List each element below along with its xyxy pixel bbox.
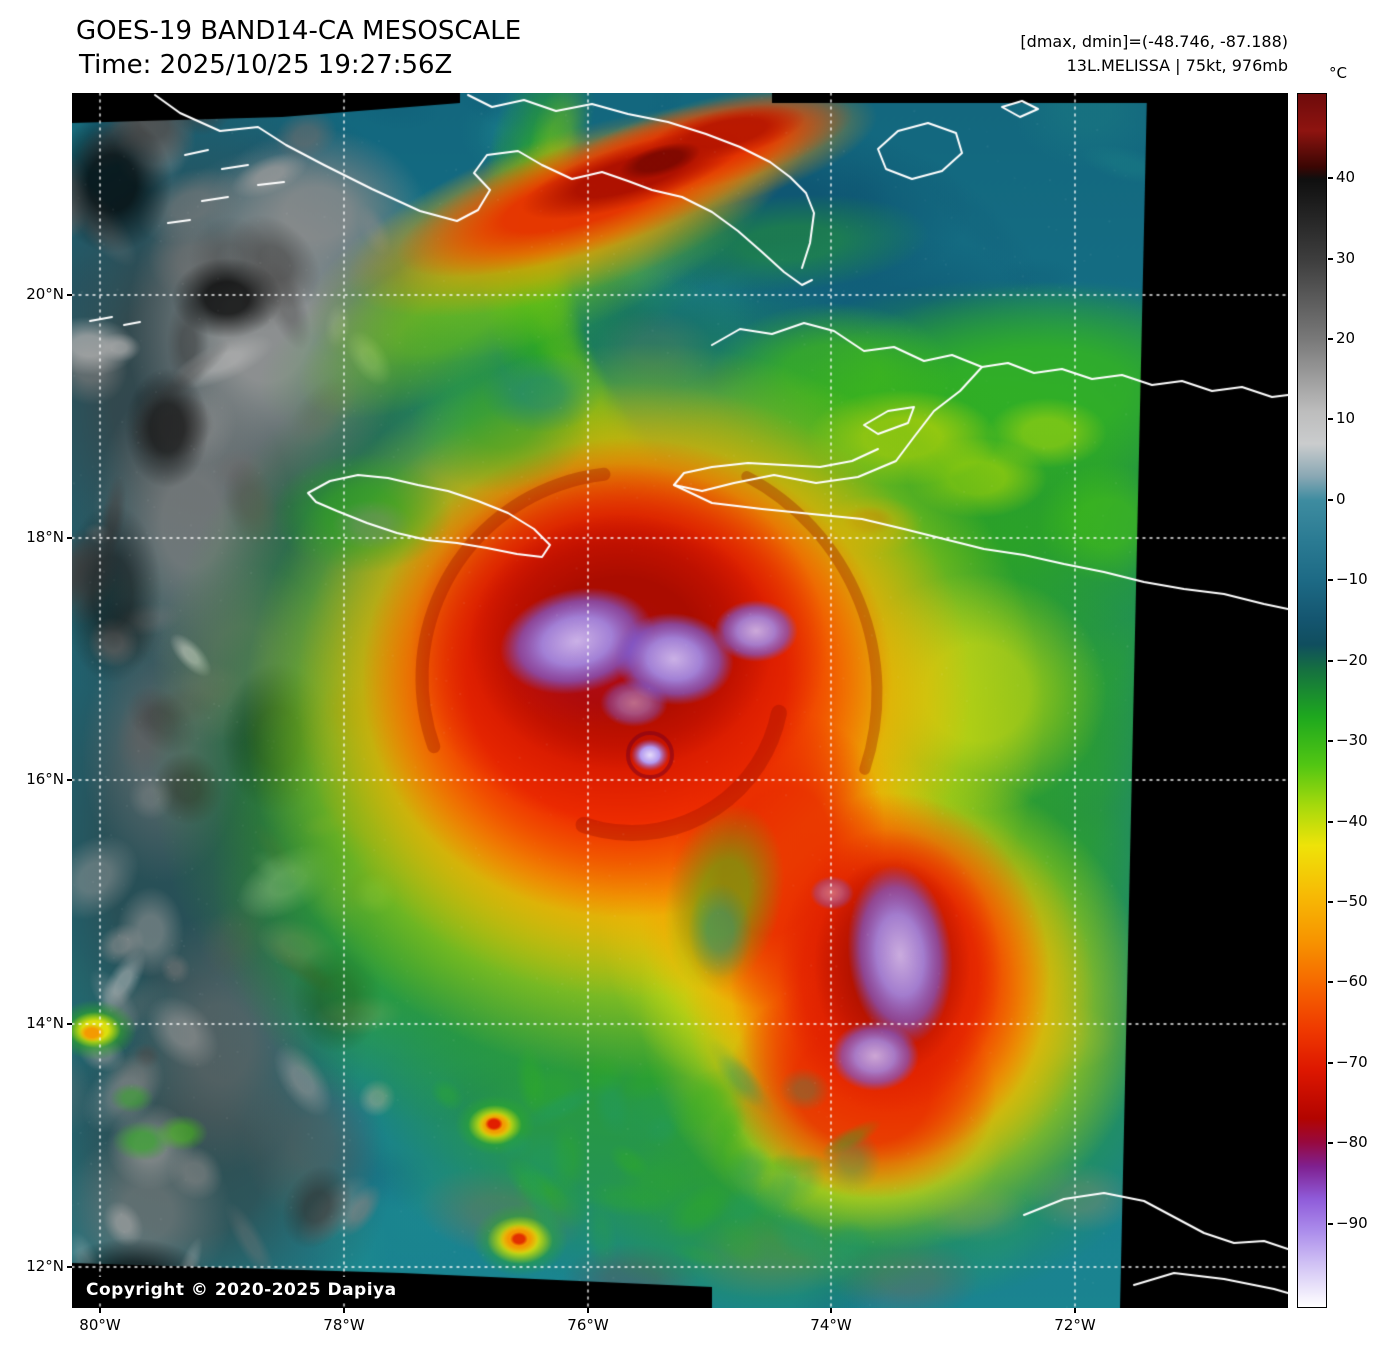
- colorbar-tick-mark: [1328, 498, 1333, 501]
- colorbar-tick-mark: [1328, 338, 1333, 341]
- image-timestamp: Time: 2025/10/25 19:27:56Z: [79, 50, 453, 80]
- map-area: Copyright © 2020-2025 Dapiya: [72, 93, 1288, 1308]
- colorbar-tick-label: −30: [1336, 731, 1368, 750]
- colorbar: [1297, 93, 1327, 1308]
- axis-tick: [830, 1308, 832, 1313]
- storm-info: 13L.MELISSA | 75kt, 976mb: [1066, 56, 1288, 75]
- colorbar-tick-mark: [1328, 1222, 1333, 1225]
- colorbar-tick-mark: [1328, 1142, 1333, 1145]
- lon-label: 76°W: [567, 1316, 609, 1334]
- axis-tick: [67, 537, 72, 539]
- colorbar-tick-label: −20: [1336, 650, 1368, 669]
- lon-label: 72°W: [1054, 1316, 1096, 1334]
- colorbar-tick-label: 0: [1336, 489, 1346, 508]
- lon-label: 74°W: [810, 1316, 852, 1334]
- lon-label: 78°W: [323, 1316, 365, 1334]
- colorbar-tick-mark: [1328, 257, 1333, 260]
- colorbar-tick-mark: [1328, 740, 1333, 743]
- colorbar-tick-mark: [1328, 1061, 1333, 1064]
- colorbar-tick-mark: [1328, 177, 1333, 180]
- image-title: GOES-19 BAND14-CA MESOSCALE: [76, 16, 522, 46]
- axis-tick: [67, 294, 72, 296]
- colorbar-unit-label: °C: [1329, 64, 1347, 82]
- colorbar-tick-mark: [1328, 820, 1333, 823]
- colorbar-tick-mark: [1328, 900, 1333, 903]
- axis-tick: [1074, 1308, 1076, 1313]
- axis-tick: [67, 1023, 72, 1025]
- colorbar-tick-label: −50: [1336, 891, 1368, 910]
- colorbar-tick-label: −40: [1336, 811, 1368, 830]
- axis-tick: [343, 1308, 345, 1313]
- colorbar-tick-mark: [1328, 981, 1333, 984]
- lat-label: 20°N: [26, 285, 64, 303]
- colorbar-gradient: [1298, 94, 1326, 1307]
- colorbar-tick-label: −60: [1336, 972, 1368, 991]
- colorbar-tick-label: 10: [1336, 409, 1356, 428]
- lat-label: 12°N: [26, 1257, 64, 1275]
- lon-label: 80°W: [79, 1316, 121, 1334]
- axis-tick: [67, 1266, 72, 1268]
- dmax-dmin-readout: [dmax, dmin]=(-48.746, -87.188): [1020, 32, 1288, 51]
- colorbar-tick-mark: [1328, 418, 1333, 421]
- colorbar-tick-label: −10: [1336, 570, 1368, 589]
- lat-label: 14°N: [26, 1014, 64, 1032]
- colorbar-tick-label: 20: [1336, 329, 1356, 348]
- colorbar-tick-label: 40: [1336, 168, 1356, 187]
- lat-label: 18°N: [26, 528, 64, 546]
- colorbar-tick-label: −80: [1336, 1133, 1368, 1152]
- colorbar-tick-label: 30: [1336, 248, 1356, 267]
- colorbar-tick-mark: [1328, 659, 1333, 662]
- lat-label: 16°N: [26, 770, 64, 788]
- axis-tick: [99, 1308, 101, 1313]
- copyright-label: Copyright © 2020-2025 Dapiya: [77, 1277, 406, 1303]
- axis-tick: [587, 1308, 589, 1313]
- colorbar-tick-label: −70: [1336, 1052, 1368, 1071]
- colorbar-tick-mark: [1328, 579, 1333, 582]
- colorbar-tick-label: −90: [1336, 1213, 1368, 1232]
- axis-tick: [67, 779, 72, 781]
- satellite-canvas: [72, 93, 1288, 1308]
